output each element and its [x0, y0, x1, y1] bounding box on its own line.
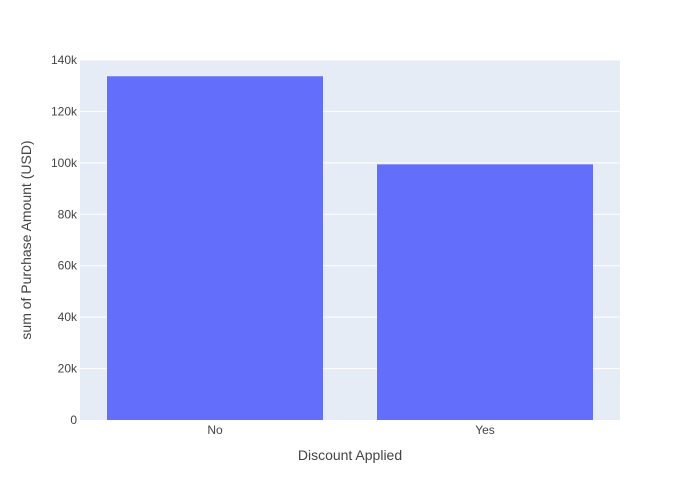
- y-axis-title: sum of Purchase Amount (USD): [18, 140, 34, 339]
- y-tick-label: 20k: [58, 362, 78, 376]
- y-tick-label: 0: [70, 413, 77, 427]
- y-tick-label: 140k: [51, 53, 78, 67]
- x-tick-label: No: [207, 423, 223, 437]
- y-axis-ticks: 0 20k 40k 60k 80k 100k 120k 140k: [51, 53, 78, 427]
- x-tick-label: Yes: [475, 423, 495, 437]
- y-tick-label: 40k: [58, 310, 78, 324]
- y-tick-label: 60k: [58, 259, 78, 273]
- y-tick-label: 80k: [58, 207, 78, 221]
- y-tick-label: 120k: [51, 104, 78, 118]
- y-tick-label: 100k: [51, 156, 78, 170]
- x-axis-ticks: No Yes: [207, 423, 494, 437]
- bars: [107, 76, 593, 420]
- bar-no[interactable]: [107, 76, 323, 420]
- x-axis-title: Discount Applied: [298, 447, 402, 463]
- bar-yes[interactable]: [377, 164, 593, 420]
